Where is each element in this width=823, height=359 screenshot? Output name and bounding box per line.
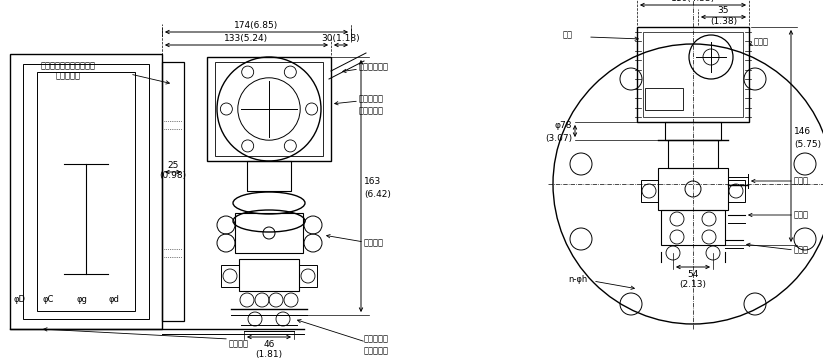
- Bar: [665, 122, 721, 140]
- Bar: [641, 180, 658, 202]
- Bar: [645, 88, 683, 110]
- Bar: [162, 62, 184, 321]
- Text: 管道法兰: 管道法兰: [229, 340, 249, 349]
- Bar: [728, 180, 745, 202]
- Text: φd: φd: [109, 294, 119, 303]
- Bar: [658, 168, 728, 210]
- Text: 30(1.18): 30(1.18): [322, 34, 360, 43]
- Bar: [239, 259, 299, 291]
- Text: 排气塞: 排气塞: [794, 210, 809, 219]
- Bar: [637, 27, 749, 122]
- Text: 管道连接: 管道连接: [364, 238, 384, 247]
- Text: 133(5.24): 133(5.24): [225, 34, 268, 43]
- Text: (6.42): (6.42): [364, 190, 391, 199]
- Text: 外部显示表导线管连接口: 外部显示表导线管连接口: [40, 61, 95, 70]
- Text: （可选购）: （可选购）: [364, 346, 389, 355]
- Bar: [299, 265, 317, 287]
- Text: 35: 35: [718, 6, 729, 15]
- Bar: [221, 265, 239, 287]
- Text: 25: 25: [167, 161, 179, 170]
- Text: 110(4.33): 110(4.33): [671, 0, 715, 3]
- Text: (1.81): (1.81): [255, 350, 282, 359]
- Bar: [23, 64, 149, 319]
- Text: （可选购）: （可选购）: [55, 71, 81, 80]
- Text: (3.07): (3.07): [545, 135, 572, 144]
- Bar: [10, 54, 162, 329]
- Text: 54: 54: [687, 270, 699, 279]
- Text: 163: 163: [364, 177, 381, 186]
- Bar: [668, 140, 718, 168]
- Bar: [207, 57, 331, 161]
- Text: 174(6.85): 174(6.85): [235, 21, 279, 30]
- Bar: [235, 213, 303, 253]
- Text: 146: 146: [794, 126, 811, 135]
- Bar: [247, 161, 291, 191]
- Text: 排液塞: 排液塞: [794, 246, 809, 255]
- Bar: [661, 210, 725, 245]
- Text: (5.75): (5.75): [794, 140, 821, 149]
- Text: (0.98): (0.98): [160, 171, 187, 180]
- Text: 内藏显示表: 内藏显示表: [359, 94, 384, 103]
- Text: 调零: 调零: [563, 31, 573, 39]
- Text: (1.38): (1.38): [710, 17, 737, 26]
- Bar: [37, 72, 135, 311]
- Text: 接地端: 接地端: [794, 177, 809, 186]
- Text: （可选购）: （可选购）: [359, 107, 384, 116]
- Text: 导线管连接口: 导线管连接口: [359, 62, 389, 71]
- Text: (2.13): (2.13): [680, 280, 706, 289]
- Text: 管道连接件: 管道连接件: [364, 335, 389, 344]
- Bar: [215, 62, 323, 156]
- Text: φC: φC: [42, 294, 53, 303]
- Bar: [643, 32, 743, 117]
- Text: φ78: φ78: [555, 121, 572, 131]
- Text: φD: φD: [14, 294, 26, 303]
- Text: 46: 46: [263, 340, 275, 349]
- Text: φg: φg: [77, 294, 87, 303]
- Text: n-φh: n-φh: [568, 275, 588, 284]
- Text: 端子侧: 端子侧: [754, 37, 769, 47]
